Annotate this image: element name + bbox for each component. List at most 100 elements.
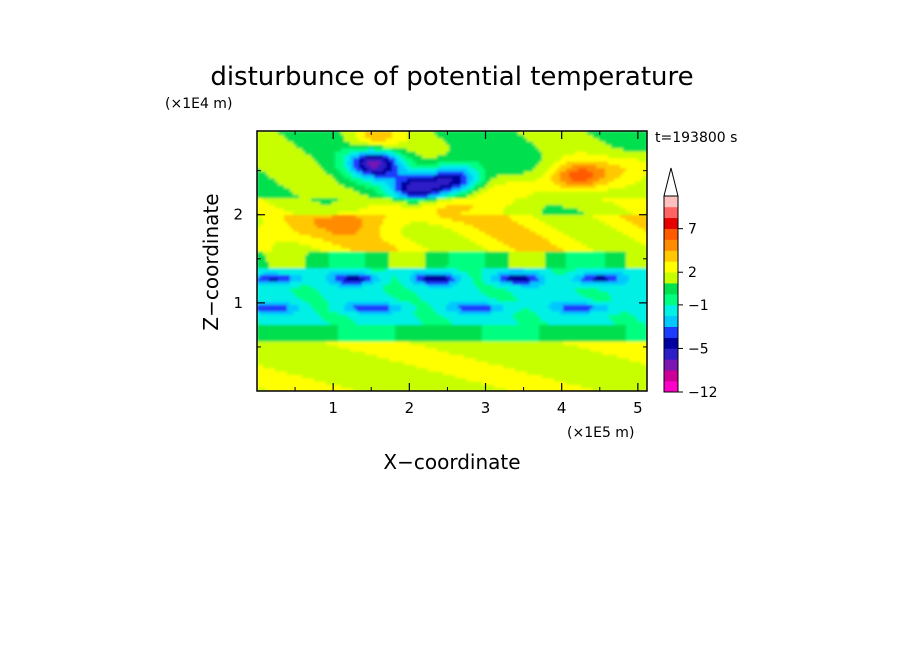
contour-cell (431, 297, 435, 302)
contour-cell (317, 217, 321, 222)
contour-cell (350, 217, 354, 222)
contour-cell (413, 254, 417, 259)
contour-cell (272, 257, 276, 262)
contour-cell (263, 134, 267, 139)
contour-cell (365, 284, 369, 289)
contour-cell (440, 347, 444, 352)
contour-cell (311, 271, 315, 275)
contour-cell (401, 347, 405, 352)
contour-cell (398, 264, 402, 269)
contour-cell (269, 337, 273, 342)
contour-cell (404, 271, 408, 275)
contour-cell (425, 214, 429, 219)
contour-cell (332, 171, 336, 175)
contour-cell (359, 164, 363, 169)
contour-cell (290, 257, 294, 262)
contour-cell (398, 194, 402, 199)
contour-cell (320, 154, 324, 159)
contour-cell (392, 137, 396, 142)
contour-cell (275, 197, 279, 202)
contour-cell (332, 204, 336, 209)
contour-cell (350, 211, 354, 215)
contour-cell (290, 267, 294, 272)
contour-cell (407, 151, 411, 155)
contour-cell (410, 267, 414, 272)
contour-cell (344, 344, 348, 349)
contour-cell (278, 171, 282, 175)
contour-cell (266, 327, 270, 332)
contour-cell (437, 154, 441, 159)
contour-cell (368, 134, 372, 139)
contour-cell (290, 204, 294, 209)
contour-cell (350, 367, 354, 372)
contour-cell (260, 371, 264, 375)
contour-cell (392, 134, 396, 139)
contour-cell (431, 191, 435, 195)
contour-cell (314, 327, 318, 332)
contour-cell (386, 281, 390, 285)
contour-cell (383, 291, 387, 295)
contour-cell (281, 207, 285, 212)
contour-cell (323, 161, 327, 165)
contour-cell (332, 274, 336, 279)
contour-cell (272, 144, 276, 149)
contour-cell (416, 147, 420, 152)
contour-cell (293, 337, 297, 342)
contour-cell (350, 171, 354, 175)
contour-cell (386, 334, 390, 339)
contour-cell (317, 297, 321, 302)
contour-cell (446, 297, 450, 302)
contour-cell (389, 324, 393, 329)
contour-cell (308, 207, 312, 212)
contour-cell (287, 321, 291, 325)
contour-cell (380, 147, 384, 152)
contour-cell (326, 384, 330, 389)
contour-cell (350, 257, 354, 262)
contour-cell (293, 161, 297, 165)
contour-cell (263, 211, 267, 215)
contour-cell (281, 367, 285, 372)
contour-cell (398, 351, 402, 355)
contour-cell (443, 164, 447, 169)
contour-cell (425, 314, 429, 319)
contour-cell (392, 211, 396, 215)
contour-cell (287, 241, 291, 245)
contour-cell (413, 374, 417, 379)
contour-cell (395, 244, 399, 249)
contour-cell (257, 227, 261, 232)
contour-cell (419, 267, 423, 272)
contour-cell (278, 324, 282, 329)
contour-cell (323, 231, 327, 235)
contour-cell (308, 237, 312, 242)
contour-cell (413, 207, 417, 212)
contour-cell (365, 241, 369, 245)
contour-cell (374, 204, 378, 209)
contour-cell (368, 287, 372, 292)
contour-cell (416, 294, 420, 299)
contour-cell (437, 284, 441, 289)
contour-cell (356, 274, 360, 279)
contour-cell (308, 184, 312, 189)
contour-cell (275, 141, 279, 145)
contour-cell (407, 364, 411, 369)
contour-cell (299, 184, 303, 189)
contour-cell (320, 134, 324, 139)
contour-cell (329, 264, 333, 269)
contour-cell (350, 277, 354, 282)
contour-cell (380, 221, 384, 225)
contour-cell (338, 321, 342, 325)
contour-cell (257, 181, 261, 185)
contour-cell (284, 281, 288, 285)
contour-cell (344, 134, 348, 139)
contour-cell (440, 387, 444, 391)
contour-cell (269, 364, 273, 369)
contour-cell (377, 317, 381, 322)
contour-cell (440, 294, 444, 299)
contour-cell (413, 347, 417, 352)
contour-cell (446, 331, 450, 335)
contour-cell (320, 274, 324, 279)
contour-cell (434, 371, 438, 375)
contour-cell (440, 134, 444, 139)
contour-cell (299, 377, 303, 382)
contour-cell (416, 261, 420, 265)
